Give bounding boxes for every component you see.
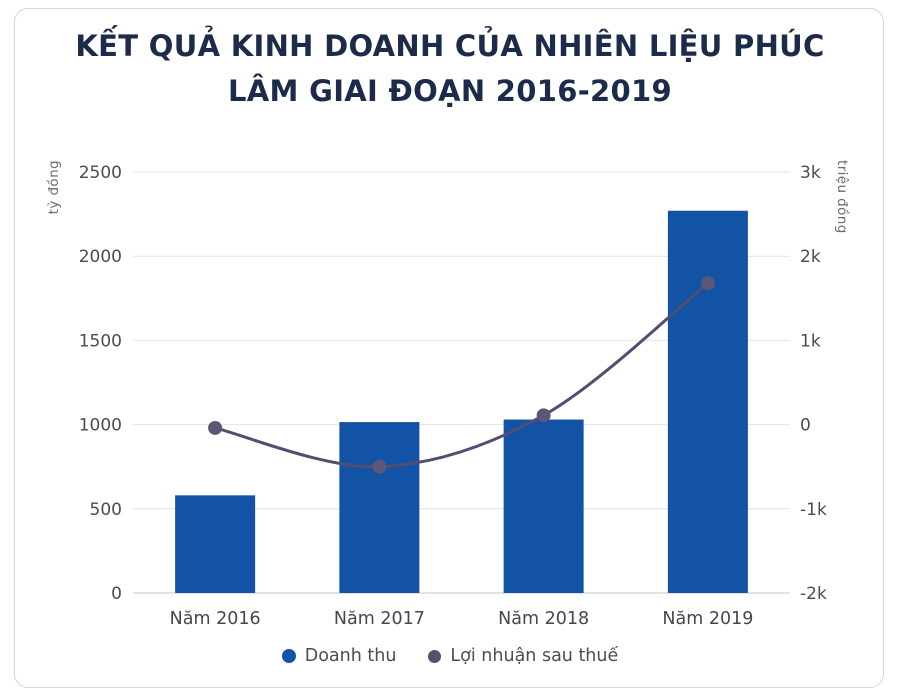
x-label-năm-2017: Năm 2017 (334, 609, 425, 629)
profit-point-năm-2019[interactable] (700, 276, 715, 291)
right-axis-tick-2k: 2k (800, 247, 821, 267)
right-axis-tick-0: 0 (800, 416, 811, 436)
bar-năm-2017[interactable] (339, 422, 420, 593)
legend-marker-doanh-thu-icon (281, 649, 296, 663)
left-axis-tick-1500: 1500 (79, 331, 122, 351)
legend-item-loi-nhuan-sau-thue[interactable]: Lợi nhuận sau thuế (428, 646, 618, 666)
profit-point-năm-2017[interactable] (372, 459, 387, 474)
left-axis-tick-500: 500 (90, 500, 122, 520)
bar-năm-2018[interactable] (503, 419, 584, 593)
right-axis-tick--2k: -2k (800, 584, 827, 604)
chart-title-line1: KẾT QUẢ KINH DOANH CỦA NHIÊN LIỆU PHÚC (75, 29, 825, 63)
left-axis-tick-1000: 1000 (79, 416, 122, 436)
legend-label-loi-nhuan: Lợi nhuận sau thuế (450, 646, 619, 666)
x-label-năm-2019: Năm 2019 (662, 609, 753, 629)
chart-title: KẾT QUẢ KINH DOANH CỦA NHIÊN LIỆU PHÚC L… (0, 24, 900, 114)
right-axis-tick--1k: -1k (800, 500, 827, 520)
right-axis-tick-1k: 1k (800, 331, 821, 351)
right-axis-title: triệu đồng (834, 160, 850, 234)
right-axis-tick-3k: 3k (800, 163, 821, 183)
profit-point-năm-2016[interactable] (208, 420, 223, 435)
chart-title-line2: LÂM GIAI ĐOẠN 2016-2019 (228, 74, 672, 108)
legend-marker-loi-nhuan-icon (428, 649, 442, 663)
left-axis-tick-2000: 2000 (79, 247, 122, 267)
x-label-năm-2018: Năm 2018 (498, 609, 589, 629)
profit-point-năm-2018[interactable] (536, 408, 551, 423)
x-label-năm-2016: Năm 2016 (170, 609, 261, 629)
left-axis-tick-0: 0 (111, 584, 122, 604)
profit-line (214, 281, 709, 469)
legend-item-doanh-thu[interactable]: Doanh thu (281, 646, 397, 666)
bar-năm-2016[interactable] (175, 495, 256, 593)
legend: Doanh thu Lợi nhuận sau thuế (0, 646, 900, 666)
bar-năm-2019[interactable] (667, 210, 748, 593)
legend-label-doanh-thu: Doanh thu (304, 646, 397, 666)
left-axis-tick-2500: 2500 (79, 163, 122, 183)
